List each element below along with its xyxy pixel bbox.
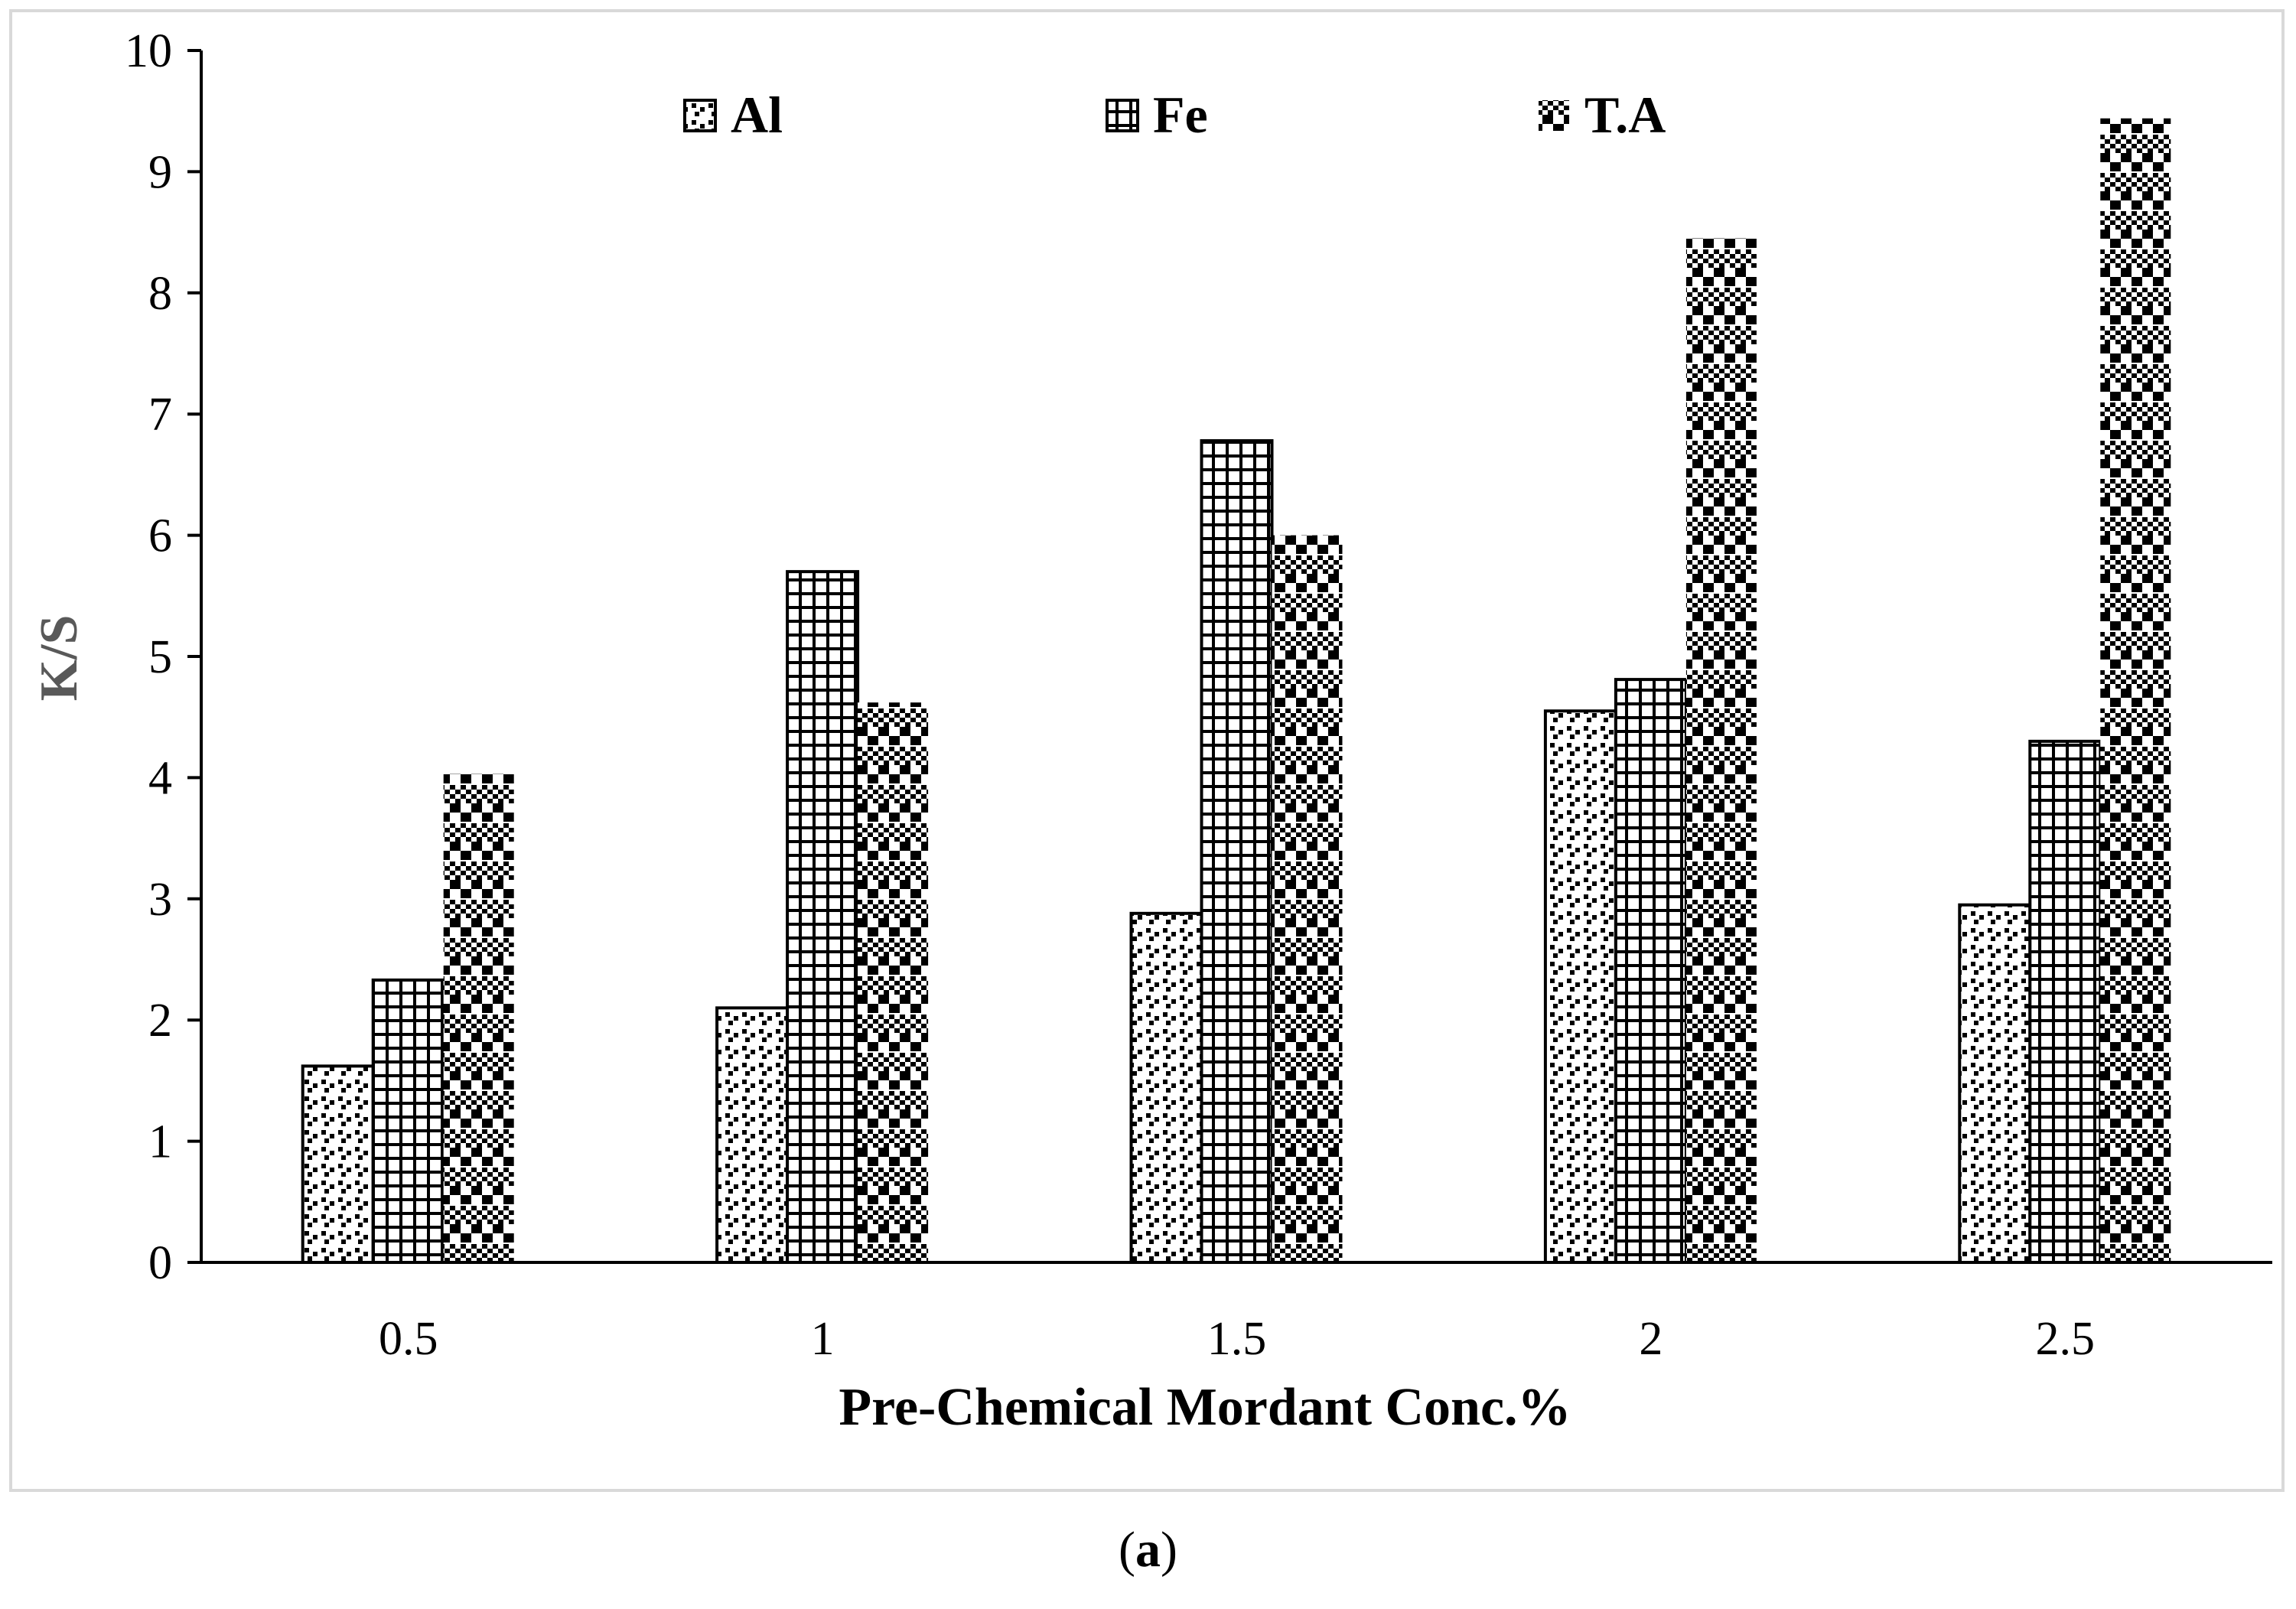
bar-t-a-2 — [1685, 238, 1757, 1262]
y-tick-label: 0 — [148, 1237, 172, 1289]
y-tick-label: 9 — [148, 146, 172, 198]
bar-t-a-0-5 — [443, 774, 514, 1262]
x-tick-label: 2 — [1639, 1313, 1663, 1365]
legend-swatch-al — [683, 99, 717, 132]
legend-label-ta: T.A — [1584, 86, 1666, 144]
y-tick-label: 8 — [148, 268, 172, 320]
bar-fe-2-5 — [2028, 739, 2102, 1264]
y-axis-ticks: 0 1 2 3 4 5 6 7 8 9 10 — [125, 25, 201, 1289]
legend-swatch-ta — [1539, 100, 1569, 131]
x-tick-label: 1 — [811, 1313, 835, 1365]
y-tick-label: 1 — [148, 1116, 172, 1168]
x-axis-title: Pre-Chemical Mordant Conc.% — [839, 1378, 1571, 1437]
bar-al-2-5 — [1958, 903, 2032, 1264]
caption-close: ) — [1161, 1522, 1177, 1578]
bar-t-a-1 — [858, 702, 929, 1262]
legend-item-fe: Fe — [1106, 86, 1208, 144]
y-tick-label: 3 — [148, 874, 172, 926]
bars-layer — [301, 118, 2171, 1264]
x-tick-label: 2.5 — [2036, 1313, 2096, 1365]
legend-item-al: Al — [683, 86, 783, 144]
legend-item-ta: T.A — [1539, 86, 1666, 144]
y-tick-label: 2 — [148, 995, 172, 1047]
figure-caption: (a) — [0, 1521, 2296, 1579]
y-tick-label: 10 — [125, 25, 172, 77]
bar-fe-0-5 — [371, 978, 445, 1264]
bar-t-a-1-5 — [1272, 535, 1343, 1262]
x-tick-label: 1.5 — [1207, 1313, 1267, 1365]
legend: Al Fe T.A — [683, 86, 1666, 144]
bar-al-1-5 — [1129, 911, 1203, 1264]
x-tick-label: 0.5 — [379, 1313, 438, 1365]
legend-swatch-fe — [1106, 99, 1139, 132]
caption-open: ( — [1119, 1522, 1135, 1578]
bar-al-1 — [715, 1006, 790, 1264]
bar-al-0-5 — [301, 1064, 375, 1264]
legend-label-al: Al — [731, 86, 783, 144]
y-axis-title: K/S — [30, 615, 89, 702]
bar-t-a-2-5 — [2100, 118, 2171, 1263]
caption-letter: a — [1135, 1522, 1161, 1578]
y-tick-label: 6 — [148, 510, 172, 562]
bar-fe-1-5 — [1200, 439, 1274, 1264]
legend-label-fe: Fe — [1153, 86, 1208, 144]
y-tick-label: 5 — [148, 631, 172, 683]
bar-fe-1 — [786, 570, 860, 1264]
y-tick-label: 4 — [148, 752, 172, 804]
x-axis-ticks: 0.5 1 1.5 2 2.5 — [379, 1313, 2095, 1365]
bar-fe-2 — [1614, 678, 1688, 1264]
bar-al-2 — [1543, 709, 1617, 1264]
y-tick-label: 7 — [148, 389, 172, 441]
